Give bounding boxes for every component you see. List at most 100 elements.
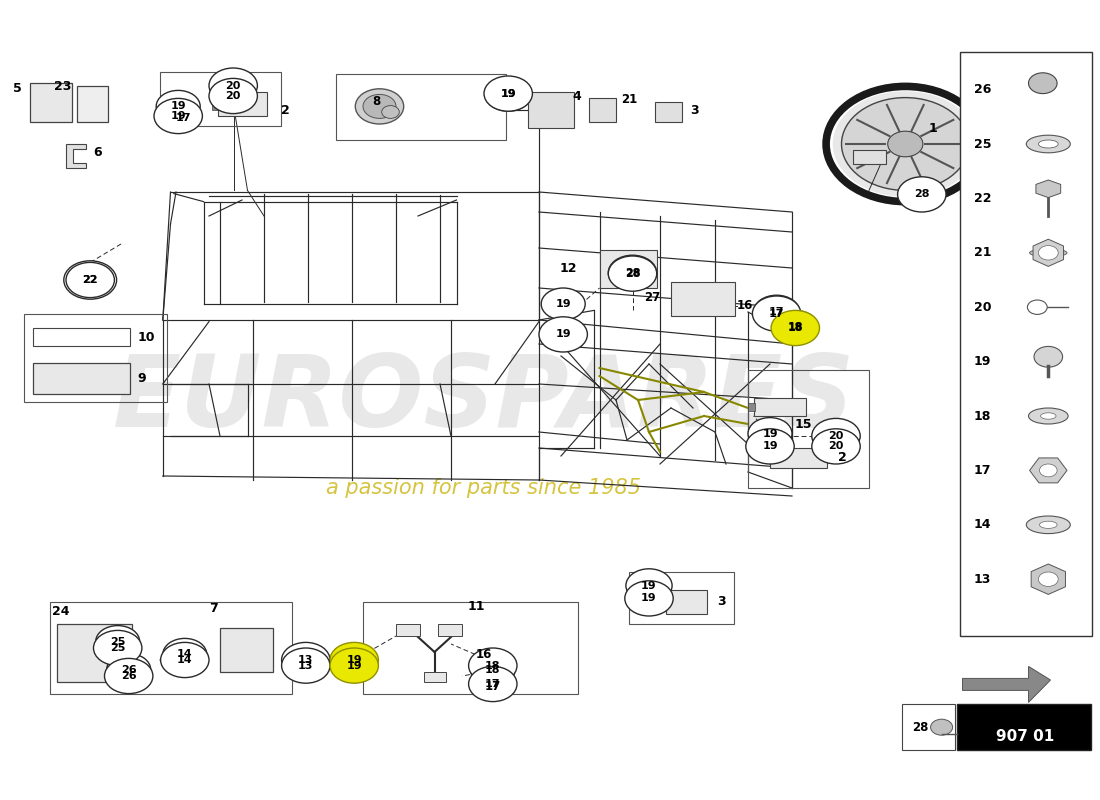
Circle shape bbox=[1038, 246, 1058, 260]
Circle shape bbox=[746, 429, 794, 464]
Circle shape bbox=[96, 626, 140, 658]
FancyBboxPatch shape bbox=[748, 403, 755, 411]
Circle shape bbox=[771, 310, 820, 346]
Text: 20: 20 bbox=[226, 81, 241, 90]
Circle shape bbox=[363, 94, 396, 118]
FancyBboxPatch shape bbox=[218, 92, 267, 116]
Circle shape bbox=[842, 98, 969, 190]
Text: 19: 19 bbox=[762, 429, 778, 438]
Circle shape bbox=[833, 91, 978, 197]
Circle shape bbox=[107, 654, 151, 686]
FancyBboxPatch shape bbox=[770, 448, 827, 468]
Circle shape bbox=[1027, 300, 1047, 314]
Circle shape bbox=[888, 131, 923, 157]
Text: 17: 17 bbox=[769, 309, 784, 318]
Circle shape bbox=[382, 106, 399, 118]
Text: 3: 3 bbox=[690, 104, 698, 117]
Ellipse shape bbox=[1028, 408, 1068, 424]
Ellipse shape bbox=[1026, 516, 1070, 534]
Text: 19: 19 bbox=[170, 102, 186, 111]
FancyBboxPatch shape bbox=[33, 363, 130, 394]
Circle shape bbox=[485, 78, 531, 111]
Text: 9: 9 bbox=[138, 372, 146, 385]
Circle shape bbox=[748, 418, 792, 450]
Text: 19: 19 bbox=[346, 661, 362, 670]
Text: 17: 17 bbox=[485, 679, 501, 689]
Text: 10: 10 bbox=[138, 331, 155, 344]
Circle shape bbox=[1038, 572, 1058, 586]
Text: 18: 18 bbox=[788, 322, 803, 332]
Text: a passion for parts since 1985: a passion for parts since 1985 bbox=[327, 478, 641, 498]
Text: 28: 28 bbox=[912, 721, 928, 734]
FancyBboxPatch shape bbox=[57, 624, 132, 682]
Text: 14: 14 bbox=[177, 650, 192, 659]
Circle shape bbox=[355, 89, 404, 124]
Circle shape bbox=[282, 648, 330, 683]
Text: 2: 2 bbox=[280, 104, 289, 117]
Text: 22: 22 bbox=[82, 275, 98, 285]
FancyBboxPatch shape bbox=[754, 398, 806, 416]
Polygon shape bbox=[1033, 239, 1064, 266]
Text: 13: 13 bbox=[298, 661, 314, 670]
FancyBboxPatch shape bbox=[671, 282, 735, 316]
Circle shape bbox=[469, 648, 517, 683]
Text: 20: 20 bbox=[828, 431, 844, 441]
FancyBboxPatch shape bbox=[666, 590, 707, 614]
FancyBboxPatch shape bbox=[77, 86, 108, 122]
Text: 26: 26 bbox=[121, 665, 136, 674]
Circle shape bbox=[104, 658, 153, 694]
Text: 28: 28 bbox=[625, 268, 640, 278]
FancyBboxPatch shape bbox=[30, 83, 72, 122]
FancyBboxPatch shape bbox=[957, 704, 1091, 750]
Text: 17: 17 bbox=[974, 464, 991, 477]
FancyBboxPatch shape bbox=[424, 672, 446, 682]
Circle shape bbox=[608, 255, 657, 290]
Text: 17: 17 bbox=[176, 114, 191, 123]
Circle shape bbox=[1040, 464, 1057, 477]
Text: 22: 22 bbox=[974, 192, 991, 205]
Circle shape bbox=[539, 317, 587, 352]
Text: 11: 11 bbox=[468, 600, 485, 613]
Circle shape bbox=[330, 648, 378, 683]
Ellipse shape bbox=[1030, 249, 1067, 257]
Text: 7: 7 bbox=[209, 602, 218, 614]
Circle shape bbox=[626, 569, 672, 602]
Text: 20: 20 bbox=[226, 91, 241, 101]
FancyBboxPatch shape bbox=[396, 624, 420, 636]
Circle shape bbox=[163, 638, 207, 670]
Text: 27: 27 bbox=[644, 291, 660, 304]
Text: 4: 4 bbox=[572, 90, 581, 102]
Text: 1: 1 bbox=[928, 122, 937, 134]
Circle shape bbox=[282, 642, 330, 678]
Text: 26: 26 bbox=[974, 83, 991, 96]
FancyBboxPatch shape bbox=[212, 102, 219, 110]
Text: 25: 25 bbox=[110, 637, 125, 646]
Ellipse shape bbox=[1026, 135, 1070, 153]
Circle shape bbox=[209, 68, 257, 103]
FancyBboxPatch shape bbox=[763, 454, 771, 463]
Text: 19: 19 bbox=[556, 330, 571, 339]
Circle shape bbox=[752, 296, 801, 331]
Circle shape bbox=[156, 90, 200, 122]
FancyBboxPatch shape bbox=[600, 250, 657, 288]
Text: 25: 25 bbox=[110, 643, 125, 653]
Text: 19: 19 bbox=[641, 581, 657, 590]
Circle shape bbox=[772, 310, 818, 344]
FancyBboxPatch shape bbox=[960, 52, 1092, 636]
Text: 22: 22 bbox=[82, 275, 98, 285]
Polygon shape bbox=[1030, 458, 1067, 483]
Text: 15: 15 bbox=[794, 418, 812, 430]
Text: 21: 21 bbox=[621, 93, 638, 106]
FancyBboxPatch shape bbox=[654, 102, 682, 122]
Text: 20: 20 bbox=[828, 442, 844, 451]
Ellipse shape bbox=[1040, 522, 1057, 529]
Polygon shape bbox=[66, 144, 86, 168]
Text: 19: 19 bbox=[556, 299, 571, 309]
Circle shape bbox=[154, 98, 202, 134]
Text: 13: 13 bbox=[974, 573, 991, 586]
Circle shape bbox=[754, 295, 800, 329]
Polygon shape bbox=[1031, 564, 1066, 594]
Circle shape bbox=[931, 719, 953, 735]
FancyBboxPatch shape bbox=[588, 98, 616, 122]
Polygon shape bbox=[962, 666, 1050, 702]
